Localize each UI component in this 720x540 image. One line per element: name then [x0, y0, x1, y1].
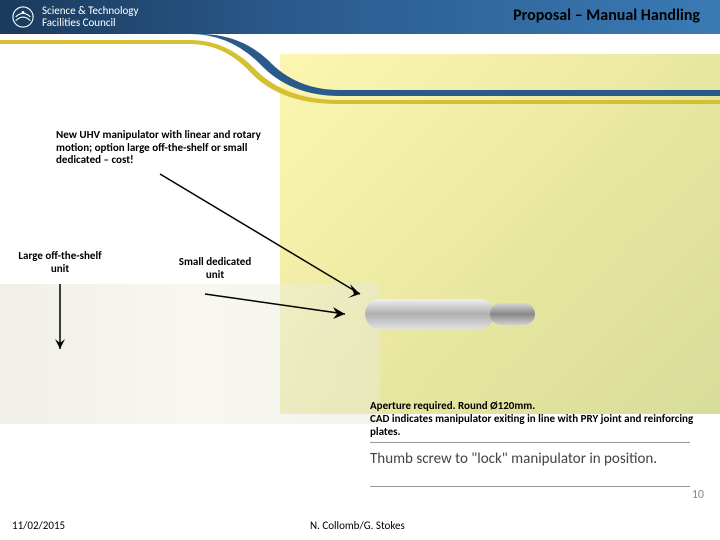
slide-title: Proposal – Manual Handling [513, 6, 700, 25]
stfc-logo-icon [12, 6, 34, 28]
callout-aperture: Aperture required. Round Ø120mm.CAD indi… [370, 399, 698, 439]
divider-1 [370, 442, 690, 443]
annotation-small-unit: Small dedicated unit [175, 256, 255, 281]
footer-date: 11/02/2015 [12, 519, 65, 532]
divider-2 [370, 486, 690, 487]
cad-render-inset [0, 284, 380, 424]
org-name: Science & TechnologyFacilities Council [42, 5, 138, 29]
page-number: 10 [692, 488, 704, 502]
annotation-large-unit: Large off-the-shelf unit [10, 250, 110, 275]
manipulator-graphic [365, 289, 535, 339]
footer-author: N. Collomb/G. Stokes [310, 519, 405, 532]
annotation-main: New UHV manipulator with linear and rota… [56, 129, 276, 167]
org-logo: Science & TechnologyFacilities Council [12, 5, 138, 29]
slide-content: New UHV manipulator with linear and rota… [0, 34, 720, 540]
callout-thumbscrew: Thumb screw to "lock" manipulator in pos… [370, 450, 690, 468]
slide-header: Science & TechnologyFacilities Council P… [0, 0, 720, 34]
